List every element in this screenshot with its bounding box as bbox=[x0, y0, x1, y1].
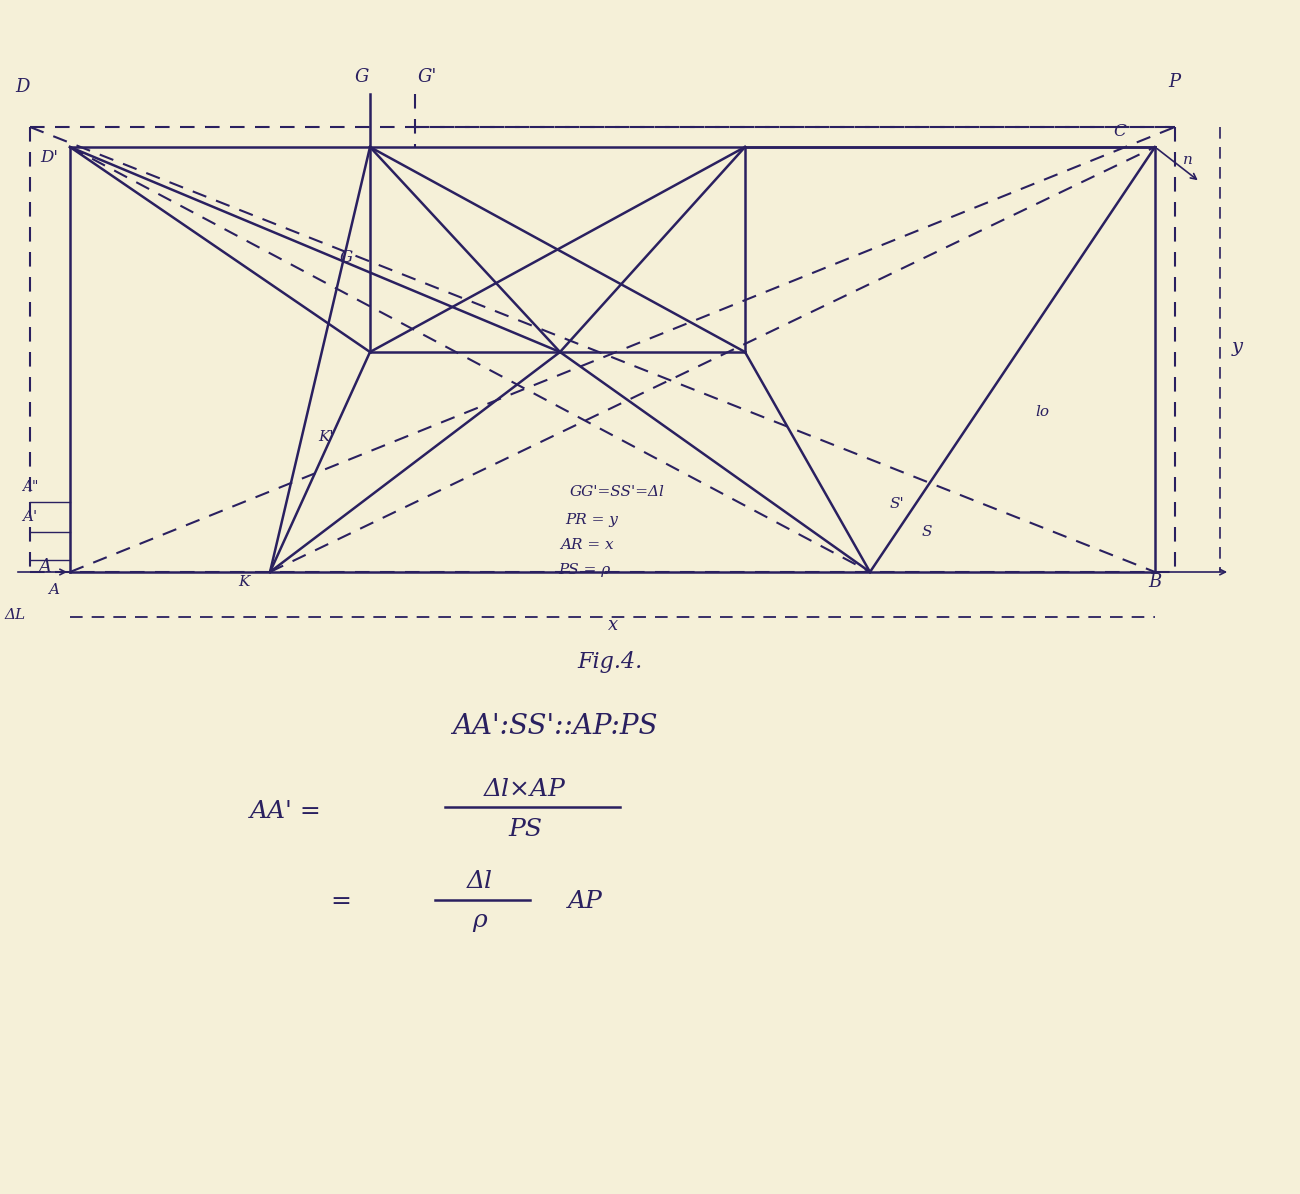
Text: Fig.4.: Fig.4. bbox=[577, 651, 642, 673]
Text: Δl×AP: Δl×AP bbox=[484, 778, 566, 801]
Text: AA' =: AA' = bbox=[250, 800, 322, 824]
Text: A": A" bbox=[22, 480, 39, 494]
Text: PR = y: PR = y bbox=[566, 513, 618, 527]
Text: S': S' bbox=[891, 497, 905, 511]
Text: G: G bbox=[341, 248, 354, 265]
Text: AP: AP bbox=[568, 891, 603, 913]
Text: D: D bbox=[16, 78, 30, 96]
Text: GG'=SS'=Δl: GG'=SS'=Δl bbox=[569, 485, 664, 499]
Text: S: S bbox=[922, 525, 932, 538]
Text: AR = x: AR = x bbox=[560, 538, 614, 552]
Text: PS = ρ: PS = ρ bbox=[558, 564, 610, 577]
Text: K': K' bbox=[318, 430, 334, 444]
Text: D': D' bbox=[40, 148, 58, 166]
Text: n: n bbox=[1183, 153, 1193, 167]
Text: G': G' bbox=[419, 68, 437, 86]
Text: =: = bbox=[330, 891, 351, 913]
Text: Δl: Δl bbox=[467, 870, 493, 893]
Text: G: G bbox=[355, 68, 369, 86]
Text: B: B bbox=[1148, 573, 1161, 591]
Text: P: P bbox=[1167, 73, 1180, 91]
Text: y: y bbox=[1232, 338, 1243, 356]
Text: x: x bbox=[608, 616, 618, 634]
Text: A': A' bbox=[22, 510, 38, 524]
Text: ρ: ρ bbox=[473, 909, 488, 931]
Text: PS: PS bbox=[508, 819, 542, 842]
Text: K: K bbox=[238, 576, 250, 589]
Text: A: A bbox=[38, 558, 51, 576]
Text: AA':SS'::AP:PS: AA':SS'::AP:PS bbox=[452, 714, 658, 740]
Text: C: C bbox=[1113, 123, 1126, 141]
Text: ΔL: ΔL bbox=[5, 608, 26, 622]
Text: A: A bbox=[48, 583, 58, 597]
Text: lo: lo bbox=[1035, 405, 1049, 419]
